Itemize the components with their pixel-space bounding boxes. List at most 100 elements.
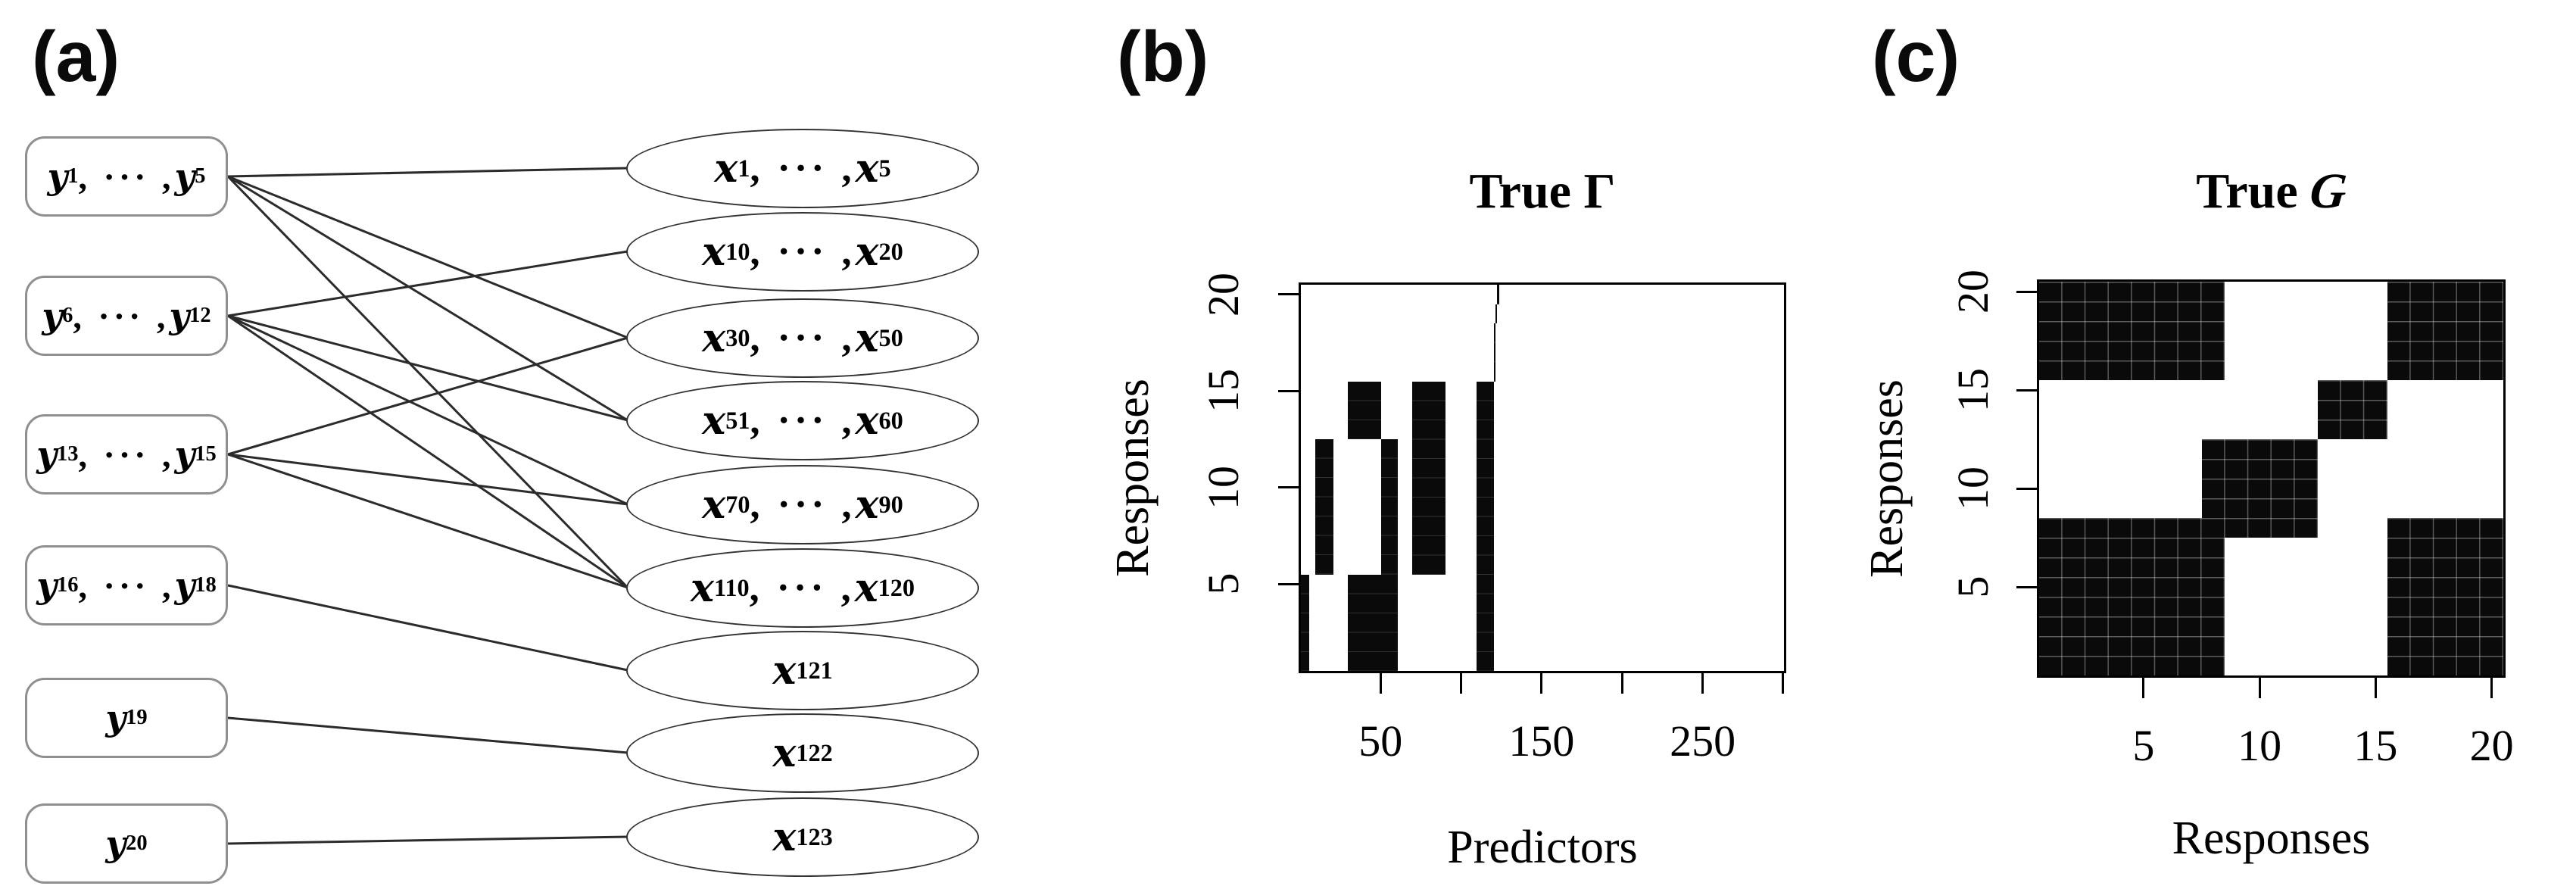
label-separator: , ··· , <box>78 566 175 605</box>
heatmap-block-x123-123-y20-20 <box>1497 285 1499 304</box>
heatmap-block-x110-120-y1-15 <box>1476 381 1495 671</box>
panel-a-label: (a) <box>32 17 120 97</box>
heatmap-block-x1-8-y16-20 <box>2039 282 2225 380</box>
heatmap-c-title: True G <box>2039 164 2503 219</box>
y-tick-label-15: 15 <box>1948 368 1997 412</box>
math-var: y <box>174 156 195 197</box>
y-tick-15 <box>2016 388 2039 392</box>
math-var: x <box>855 481 879 528</box>
x-tick-300 <box>1782 671 1785 694</box>
bipartite-edges-layer <box>226 167 629 845</box>
math-var: x <box>702 397 726 444</box>
math-var: x <box>854 564 878 611</box>
heatmap-block-x1-5-y1-5 <box>1301 574 1309 671</box>
label-separator: , ··· , <box>749 566 855 610</box>
label-separator: , ··· , <box>73 296 170 335</box>
x-tick-150 <box>1540 671 1543 694</box>
heatmap-block-x30-60-y1-5 <box>1347 574 1398 671</box>
heatmap-c-xlabel: Responses <box>2172 813 2371 864</box>
heatmap-block-x16-20-y16-20 <box>2387 282 2503 380</box>
predictor-group-node-x70-90: x 70, ··· , x 90 <box>626 464 979 544</box>
math-var: x <box>855 228 879 275</box>
graph-edge-y13-15-x70-90 <box>227 453 628 506</box>
x-tick-label-10: 10 <box>2238 721 2282 770</box>
heatmap-block-x10-20-y6-12 <box>1315 439 1333 575</box>
label-separator: , ··· , <box>750 316 856 360</box>
graph-edge-y6-12-x110-120 <box>227 314 628 589</box>
predictor-group-node-x10-20: x 10, ··· , x 20 <box>626 211 979 292</box>
label-separator: , ··· , <box>78 435 175 474</box>
graph-edge-y6-12-x10-20 <box>227 250 628 317</box>
graph-edge-y13-15-x30-50 <box>227 336 628 456</box>
x-tick-label-250: 250 <box>1670 716 1736 766</box>
math-var: x <box>855 397 879 444</box>
predictor-group-node-x30-50: x 30, ··· , x 50 <box>626 298 979 378</box>
response-group-node-y19: y 19 <box>25 678 228 758</box>
y-tick-label-5: 5 <box>1199 572 1248 595</box>
response-group-node-y16-18: y 16, ··· , y 18 <box>25 545 228 626</box>
panel-b-label: (b) <box>1117 17 1209 97</box>
math-var: x <box>691 564 715 611</box>
math-var: x <box>702 481 726 528</box>
math-var: x <box>772 647 797 694</box>
heatmap-block-x8-12-y8-12 <box>2201 439 2318 538</box>
gamma-symbol: Γ <box>1583 164 1616 219</box>
label-separator: , ··· , <box>750 482 856 526</box>
math-var: y <box>169 295 190 336</box>
predictor-group-node-x123: x 123 <box>626 797 979 877</box>
graph-edge-y13-15-x110-120 <box>227 453 628 589</box>
y-tick-5 <box>2016 585 2039 588</box>
response-group-node-y20: y 20 <box>25 803 228 884</box>
panel-c-label: (c) <box>1872 17 1960 97</box>
y-tick-label-20: 20 <box>1199 272 1248 317</box>
graph-edge-y6-12-x51-60 <box>227 314 628 422</box>
x-tick-label-5: 5 <box>2132 721 2155 770</box>
x-tick-100 <box>1460 671 1463 694</box>
heatmap-block-x30-50-y13-15 <box>1347 381 1382 439</box>
x-tick-15 <box>2374 675 2377 698</box>
math-var: y <box>174 565 195 606</box>
heatmap-b-title: True Γ <box>1301 167 1784 217</box>
y-tick-10 <box>1278 486 1301 489</box>
script-g-symbol: G <box>2307 164 2350 219</box>
y-tick-15 <box>1278 389 1301 392</box>
math-var: x <box>772 729 797 776</box>
heatmap-b-ylabel: Responses <box>1107 379 1159 577</box>
math-var: y <box>36 434 57 475</box>
heatmap-b-plot <box>1299 282 1786 673</box>
heatmap-block-x51-60-y6-12 <box>1381 439 1398 575</box>
math-var: y <box>36 565 57 606</box>
heatmap-block-x122-122-y19-19 <box>1495 304 1498 323</box>
graph-edge-y6-12-x70-90 <box>227 314 628 506</box>
math-var: y <box>105 823 126 864</box>
graph-edge-y19-x122 <box>227 716 628 754</box>
y-tick-label-10: 10 <box>1948 466 1997 510</box>
x-tick-10 <box>2258 675 2261 698</box>
x-tick-label-150: 150 <box>1508 716 1575 766</box>
graph-edge-y1-5-x110-120 <box>226 175 629 589</box>
predictor-group-node-x51-60: x 51, ··· , x 60 <box>626 380 979 460</box>
x-tick-250 <box>1701 671 1704 694</box>
heatmap-b-title-prefix: True <box>1469 164 1584 219</box>
y-tick-10 <box>2016 487 2039 490</box>
graph-edge-y1-5-x1-5 <box>227 167 628 178</box>
x-tick-20 <box>2490 675 2493 698</box>
heatmap-c-title-prefix: True <box>2196 164 2311 219</box>
y-tick-20 <box>2016 290 2039 293</box>
math-var: y <box>47 156 68 197</box>
label-separator: , ··· , <box>750 146 856 190</box>
math-var: y <box>174 434 195 475</box>
y-tick-20 <box>1278 293 1301 296</box>
math-var: y <box>42 295 63 336</box>
y-tick-label-15: 15 <box>1199 369 1248 413</box>
math-var: x <box>702 228 726 275</box>
label-separator: , ··· , <box>78 157 175 196</box>
x-tick-5 <box>2142 675 2145 698</box>
heatmap-c-plot <box>2037 279 2506 678</box>
x-tick-label-50: 50 <box>1358 716 1403 766</box>
heatmap-b-xlabel: Predictors <box>1447 822 1638 873</box>
graph-edge-y1-5-x51-60 <box>227 175 628 422</box>
graph-edge-y20-x123 <box>227 835 628 845</box>
